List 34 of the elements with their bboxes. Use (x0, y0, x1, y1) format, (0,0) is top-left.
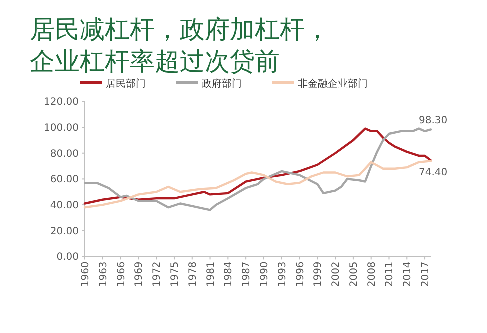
y-tick-label: 60.00 (50, 174, 79, 186)
legend-label: 非金融企业部门 (298, 78, 368, 90)
annotation: 74.40 (419, 168, 448, 179)
x-tick-label: 1972 (152, 262, 164, 288)
y-tick-label: 0.00 (56, 252, 79, 264)
x-tick-label: 2008 (366, 262, 378, 288)
x-tick-label: 2011 (384, 262, 396, 288)
chart-subtitle: 企业杠杆率超过次贷前 (30, 47, 280, 76)
x-tick-label: 2002 (331, 262, 342, 288)
x-tick-label: 1969 (134, 262, 146, 288)
x-tick-label: 1966 (116, 262, 128, 288)
x-tick-label: 1990 (259, 262, 270, 288)
y-tick-label: 20.00 (50, 226, 79, 238)
legend-label: 居民部门 (106, 78, 146, 90)
x-tick-label: 1996 (295, 262, 306, 288)
x-tick-label: 1999 (313, 262, 324, 288)
x-tick-label: 1984 (224, 262, 235, 288)
x-tick-label: 1975 (170, 262, 181, 288)
annotation: 98.30 (419, 116, 448, 127)
chart-title: 居民减杠杆，政府加杠杆， (30, 15, 330, 44)
x-tick-label: 2005 (348, 262, 360, 288)
y-tick-label: 80.00 (50, 148, 79, 160)
x-tick-label: 1993 (277, 262, 288, 288)
x-tick-label: 2017 (420, 262, 432, 288)
legend-label: 政府部门 (202, 78, 242, 90)
x-tick-label: 1987 (242, 262, 253, 288)
x-tick-label: 1960 (80, 262, 92, 288)
y-tick-label: 120.00 (44, 97, 79, 108)
y-tick-label: 40.00 (50, 200, 79, 212)
x-tick-label: 2014 (402, 262, 414, 288)
x-tick-label: 1963 (98, 262, 110, 288)
y-tick-label: 100.00 (44, 123, 79, 134)
x-tick-label: 1981 (206, 262, 217, 288)
x-tick-label: 1978 (188, 262, 199, 288)
